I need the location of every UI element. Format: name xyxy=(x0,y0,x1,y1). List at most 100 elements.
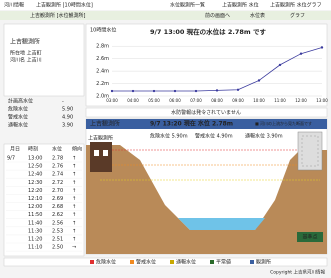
data-point xyxy=(258,79,260,81)
info-line: 河川名 上吉川 xyxy=(10,57,42,64)
level-value: 3.90 xyxy=(62,123,73,129)
table-cell: ↑ xyxy=(72,196,76,202)
table-cell: 12:00 xyxy=(28,204,42,210)
section-note: ■ 河川の上流から見た断面です xyxy=(255,120,312,126)
table-cell: 2.68 xyxy=(52,204,63,210)
level-value: - xyxy=(62,99,64,105)
table-cell: 11:40 xyxy=(28,220,42,226)
water xyxy=(178,218,265,230)
level-name: 計画高水位 xyxy=(8,98,33,105)
x-tick-label: 13:00 xyxy=(316,98,328,103)
data-point xyxy=(300,52,302,54)
table-cell: ↑ xyxy=(72,172,76,178)
x-tick-label: 07:00 xyxy=(190,98,202,103)
legend-label: 観測所 xyxy=(256,259,271,266)
table-header: 水位 xyxy=(52,146,62,153)
table-cell: 2.69 xyxy=(52,196,63,202)
level-label: 通報水位 3.90m xyxy=(245,133,283,140)
legend-swatch xyxy=(210,260,214,264)
table-cell: ↑ xyxy=(72,220,76,226)
data-point xyxy=(174,90,176,92)
station-label: 上吉観測所 xyxy=(88,135,113,142)
level-name: 警戒水位 xyxy=(8,114,28,121)
level-name: 通報水位 xyxy=(8,122,28,129)
table-cell: 2.56 xyxy=(52,220,63,226)
table-cell: 2.62 xyxy=(52,212,63,218)
table-cell: 11:50 xyxy=(28,212,42,218)
page: 河川情報 上吉観測所 [10時間水位] 水位観測所一覧 上吉観測所 水位 上吉観… xyxy=(0,0,331,278)
data-point xyxy=(237,89,239,91)
y-tick-label: 2.4m xyxy=(96,69,109,75)
table-cell: ↑ xyxy=(72,228,76,234)
data-point xyxy=(111,90,113,92)
table-cell: 2.50 xyxy=(52,245,63,251)
legend-swatch xyxy=(250,260,254,264)
chart-title: 9/7 13:00 現在の水位は 2.78m です xyxy=(150,27,266,36)
nav-link[interactable]: 上吉観測所 水位 xyxy=(222,2,259,9)
legend-label: 警戒水位 xyxy=(136,259,156,266)
nav-title[interactable]: 河川情報 xyxy=(4,2,24,9)
sub-link[interactable]: 水位表 xyxy=(250,12,265,19)
nav-link[interactable]: 水位観測所一覧 xyxy=(170,2,205,9)
table-cell: 12:40 xyxy=(28,172,42,178)
right-building xyxy=(298,132,322,170)
table-cell: 11:10 xyxy=(28,245,42,251)
table-cell: 13:00 xyxy=(28,156,42,162)
sub-link[interactable]: グラフ xyxy=(290,12,305,19)
table-cell: ↑ xyxy=(72,212,76,218)
nav-link[interactable]: 上吉観測所 水位グラフ xyxy=(270,2,322,9)
table-cell: ↑ xyxy=(72,156,76,162)
table-header: 月日 xyxy=(10,147,20,153)
x-tick-label: 05:00 xyxy=(148,98,160,103)
sub-link[interactable]: 前の画面へ xyxy=(205,12,230,19)
legend-swatch xyxy=(90,260,94,264)
table-header: 時刻 xyxy=(28,146,38,153)
table-cell: 2.51 xyxy=(52,237,63,243)
x-tick-label: 11:00 xyxy=(274,98,286,103)
legend-label: 通報水位 xyxy=(176,259,196,266)
table-cell: 2.72 xyxy=(52,180,63,186)
data-point xyxy=(216,89,218,91)
x-tick-label: 09:00 xyxy=(232,98,244,103)
data-point xyxy=(279,64,281,66)
table-cell: 2.53 xyxy=(52,228,63,234)
table-cell: 11:30 xyxy=(28,228,42,234)
table-cell: → xyxy=(72,245,76,251)
level-value: 5.90 xyxy=(62,107,73,113)
x-tick-label: 10:00 xyxy=(253,98,265,103)
data-point xyxy=(153,90,155,92)
info-name: 上吉観測所 xyxy=(10,38,40,46)
table-cell: 2.70 xyxy=(52,188,63,194)
notice: 水防警報は発令されていません xyxy=(171,109,241,116)
x-tick-label: 04:00 xyxy=(127,98,139,103)
data-point xyxy=(132,90,134,92)
window xyxy=(94,150,99,156)
level-label: 警戒水位 4.90m xyxy=(195,133,233,140)
table-cell: 12:10 xyxy=(28,196,42,202)
table-date: 9/7 xyxy=(7,156,15,162)
table-cell: ↑ xyxy=(72,164,76,170)
nav-station[interactable]: 上吉観測所 [10時間水位] xyxy=(36,2,93,9)
table-cell: ↑ xyxy=(72,180,76,186)
legend-swatch xyxy=(130,260,134,264)
x-tick-label: 08:00 xyxy=(211,98,223,103)
table-cell: 12:30 xyxy=(28,180,42,186)
table-cell: 2.74 xyxy=(52,172,63,178)
footer-bar xyxy=(4,258,327,266)
chart-legend: 10時間水位 xyxy=(90,27,116,34)
table-cell: 2.78 xyxy=(52,156,63,162)
section-name: 上吉観測所 xyxy=(90,120,120,128)
table-cell: ↑ xyxy=(72,204,76,210)
table-cell: 12:20 xyxy=(28,188,42,194)
table-cell: 2.76 xyxy=(52,164,63,170)
sub-left[interactable]: 上吉観測所 [水位観測所] xyxy=(30,12,86,19)
table-cell: ↑ xyxy=(72,237,76,243)
y-tick-label: 2.6m xyxy=(96,56,109,62)
station-building xyxy=(90,142,112,172)
data-point xyxy=(195,90,197,92)
legend-label: 平常値 xyxy=(216,259,231,266)
table-cell: ↑ xyxy=(72,188,76,194)
chart-panel xyxy=(86,24,327,106)
section-time: 9/7 13:20 現在 水位 2.78m xyxy=(150,120,233,128)
x-tick-label: 03:00 xyxy=(106,98,118,103)
